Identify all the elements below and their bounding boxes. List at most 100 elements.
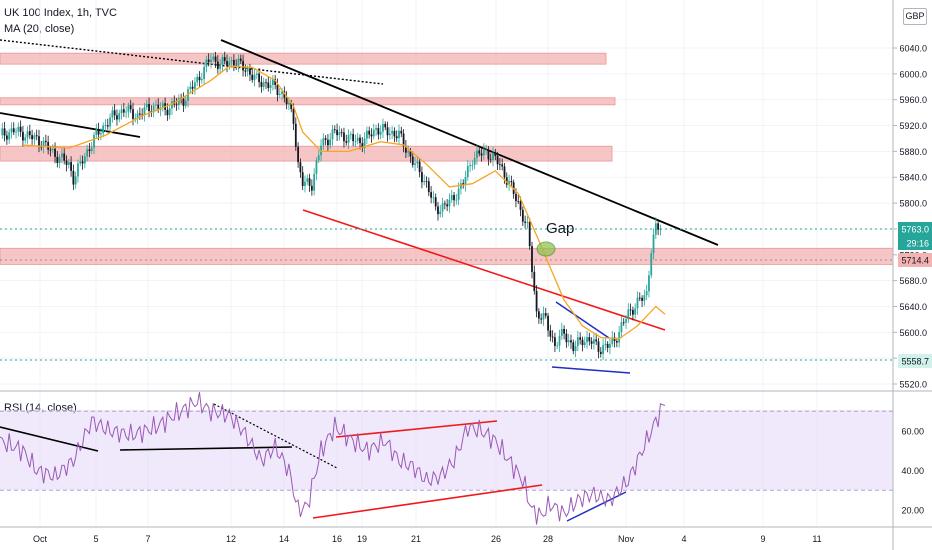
candle-body bbox=[49, 149, 52, 151]
candle-body bbox=[67, 162, 70, 165]
ma-indicator-label[interactable]: MA (20, close) bbox=[4, 23, 75, 35]
rsi-tick-label: 20.00 bbox=[901, 506, 924, 516]
candle-body bbox=[567, 340, 570, 343]
candle-body bbox=[485, 149, 488, 151]
candle-body bbox=[93, 134, 95, 148]
candle-body bbox=[329, 139, 332, 146]
candle-body bbox=[565, 333, 568, 343]
candle-body bbox=[79, 161, 82, 164]
candle-body bbox=[379, 131, 382, 135]
candle-body bbox=[407, 151, 410, 153]
wedge-upper-line bbox=[555, 301, 610, 339]
candle-body bbox=[212, 56, 215, 60]
candle-body bbox=[65, 160, 68, 165]
candle-body bbox=[290, 102, 293, 110]
support-label-bg bbox=[898, 354, 932, 368]
candle-body bbox=[540, 318, 543, 320]
candle-body bbox=[145, 103, 148, 108]
candle-body bbox=[611, 337, 614, 345]
candle-body bbox=[395, 136, 398, 139]
time-tick-label: 12 bbox=[226, 534, 236, 544]
rsi-axis[interactable]: 60.00 40.00 20.00 bbox=[901, 427, 924, 516]
candle-body bbox=[304, 181, 306, 186]
rsi-upper-channel bbox=[335, 420, 498, 438]
candle-body bbox=[388, 133, 391, 136]
candle-body bbox=[503, 166, 506, 178]
candle-body bbox=[255, 73, 258, 75]
time-tick-label: Nov bbox=[618, 534, 635, 544]
candle-body bbox=[460, 183, 462, 189]
candle-body bbox=[386, 127, 389, 136]
candle-body bbox=[613, 337, 616, 342]
candle-body bbox=[382, 123, 384, 132]
candle-body bbox=[196, 76, 199, 83]
candle-body bbox=[116, 115, 118, 120]
candle-body bbox=[645, 291, 648, 296]
candle-body bbox=[595, 339, 598, 342]
ma-line bbox=[22, 65, 666, 340]
candle-body bbox=[306, 178, 309, 182]
candle-body bbox=[391, 130, 394, 134]
candle-body bbox=[521, 209, 524, 222]
candle-body bbox=[54, 148, 56, 157]
candle-body bbox=[554, 337, 556, 346]
candle-body bbox=[404, 146, 407, 153]
candle-body bbox=[634, 308, 637, 315]
candle-body bbox=[299, 162, 302, 173]
price-tick-label: 5960.0 bbox=[899, 95, 927, 105]
candle-body bbox=[629, 309, 632, 311]
candle-body bbox=[531, 246, 533, 272]
time-axis[interactable]: Oct 5 7 12 14 16 19 21 26 28 Nov 4 9 11 bbox=[33, 534, 822, 544]
price-tick-label: 6000.0 bbox=[899, 69, 927, 79]
candle-body bbox=[129, 105, 132, 110]
candle-body bbox=[354, 141, 357, 142]
candle-body bbox=[631, 309, 634, 315]
candle-body bbox=[654, 223, 657, 235]
candle-body bbox=[402, 133, 405, 147]
currency-badge[interactable]: GBP bbox=[903, 8, 927, 25]
candle-body bbox=[450, 195, 453, 200]
candle-body bbox=[88, 149, 91, 152]
candle-body bbox=[308, 178, 311, 186]
time-tick-label: 4 bbox=[681, 534, 686, 544]
candle-body bbox=[125, 111, 128, 113]
price-axis[interactable]: 6040.0 6000.0 5960.0 5920.0 5880.0 5840.0 5800… bbox=[893, 44, 927, 390]
resistance-zone bbox=[0, 247, 894, 265]
candle-body bbox=[343, 132, 345, 142]
candle-body bbox=[457, 188, 460, 200]
candle-body bbox=[602, 345, 604, 354]
time-tick-label: 11 bbox=[812, 534, 821, 544]
candle-body bbox=[588, 337, 591, 342]
price-labels: 5763.0 29:16 5714.4 5558.7 bbox=[898, 222, 932, 368]
candle-body bbox=[260, 82, 263, 87]
candle-body bbox=[528, 222, 531, 247]
candle-body bbox=[393, 130, 396, 137]
candle-body bbox=[265, 82, 267, 84]
candle-body bbox=[439, 211, 442, 215]
annotations bbox=[536, 241, 556, 257]
candle-body bbox=[1, 128, 4, 136]
candle-body bbox=[377, 128, 380, 135]
rsi-dotted-line bbox=[213, 403, 338, 469]
candle-body bbox=[375, 128, 377, 130]
candle-body bbox=[533, 271, 536, 291]
candle-body bbox=[278, 93, 281, 95]
candle-body bbox=[182, 98, 185, 106]
candle-body bbox=[294, 123, 297, 147]
time-tick-label: 28 bbox=[543, 534, 553, 544]
candle-body bbox=[267, 82, 270, 88]
candle-body bbox=[99, 133, 102, 135]
candle-body bbox=[434, 197, 437, 207]
candle-body bbox=[535, 290, 538, 312]
candle-body bbox=[47, 141, 50, 150]
resistance-zone bbox=[0, 97, 616, 106]
candle-body bbox=[462, 183, 465, 186]
candle-body bbox=[203, 66, 205, 80]
candle-body bbox=[423, 180, 426, 183]
candle-body bbox=[269, 85, 272, 88]
candle-body bbox=[327, 139, 329, 146]
candle-body bbox=[576, 337, 579, 346]
candle-body bbox=[283, 91, 286, 98]
candle-body bbox=[441, 203, 444, 212]
